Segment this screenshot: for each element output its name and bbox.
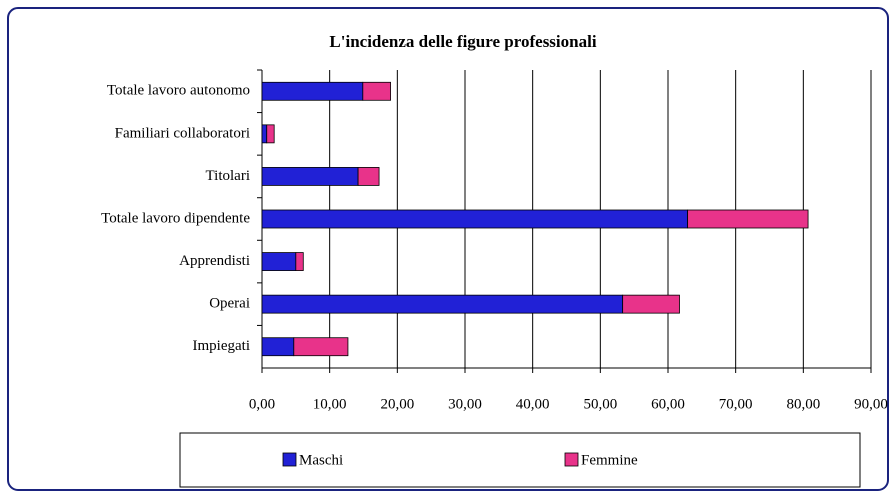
y-tick-label: Operai <box>209 296 250 312</box>
x-tick-label: 60,00 <box>651 396 685 412</box>
y-tick-label: Totale lavoro dipendente <box>101 210 250 226</box>
y-tick-label: Familiari collaboratori <box>115 125 250 141</box>
chart-frame <box>7 7 889 491</box>
x-tick-label: 70,00 <box>719 396 753 412</box>
y-tick-label: Titolari <box>206 168 250 184</box>
y-tick-label: Impiegati <box>193 338 250 354</box>
legend-label: Femmine <box>581 452 638 468</box>
chart-title: L'incidenza delle figure professionali <box>329 32 596 51</box>
bar <box>261 81 364 101</box>
x-tick-label: 50,00 <box>583 396 617 412</box>
bar <box>293 337 349 357</box>
y-tick-label: Apprendisti <box>179 253 250 269</box>
bar <box>362 81 391 101</box>
bar <box>261 294 624 314</box>
bar <box>266 124 275 144</box>
x-tick-label: 80,00 <box>786 396 820 412</box>
legend-swatch <box>564 452 579 467</box>
legend-swatch <box>282 452 297 467</box>
x-tick-label: 90,00 <box>854 396 888 412</box>
x-tick-label: 40,00 <box>516 396 550 412</box>
y-tick-label: Totale lavoro autonomo <box>107 83 250 99</box>
legend-box <box>179 432 861 488</box>
bar <box>687 209 809 229</box>
bar <box>261 252 297 271</box>
x-tick-label: 30,00 <box>448 396 482 412</box>
bar <box>357 167 380 186</box>
bar <box>261 167 359 186</box>
x-tick-label: 10,00 <box>313 396 347 412</box>
bar <box>261 209 689 229</box>
bar <box>622 294 680 314</box>
legend-label: Maschi <box>299 452 343 468</box>
x-tick-label: 20,00 <box>380 396 414 412</box>
bar <box>261 124 268 144</box>
x-tick-label: 0,00 <box>249 396 275 412</box>
bar <box>261 337 295 357</box>
bar <box>295 252 304 271</box>
